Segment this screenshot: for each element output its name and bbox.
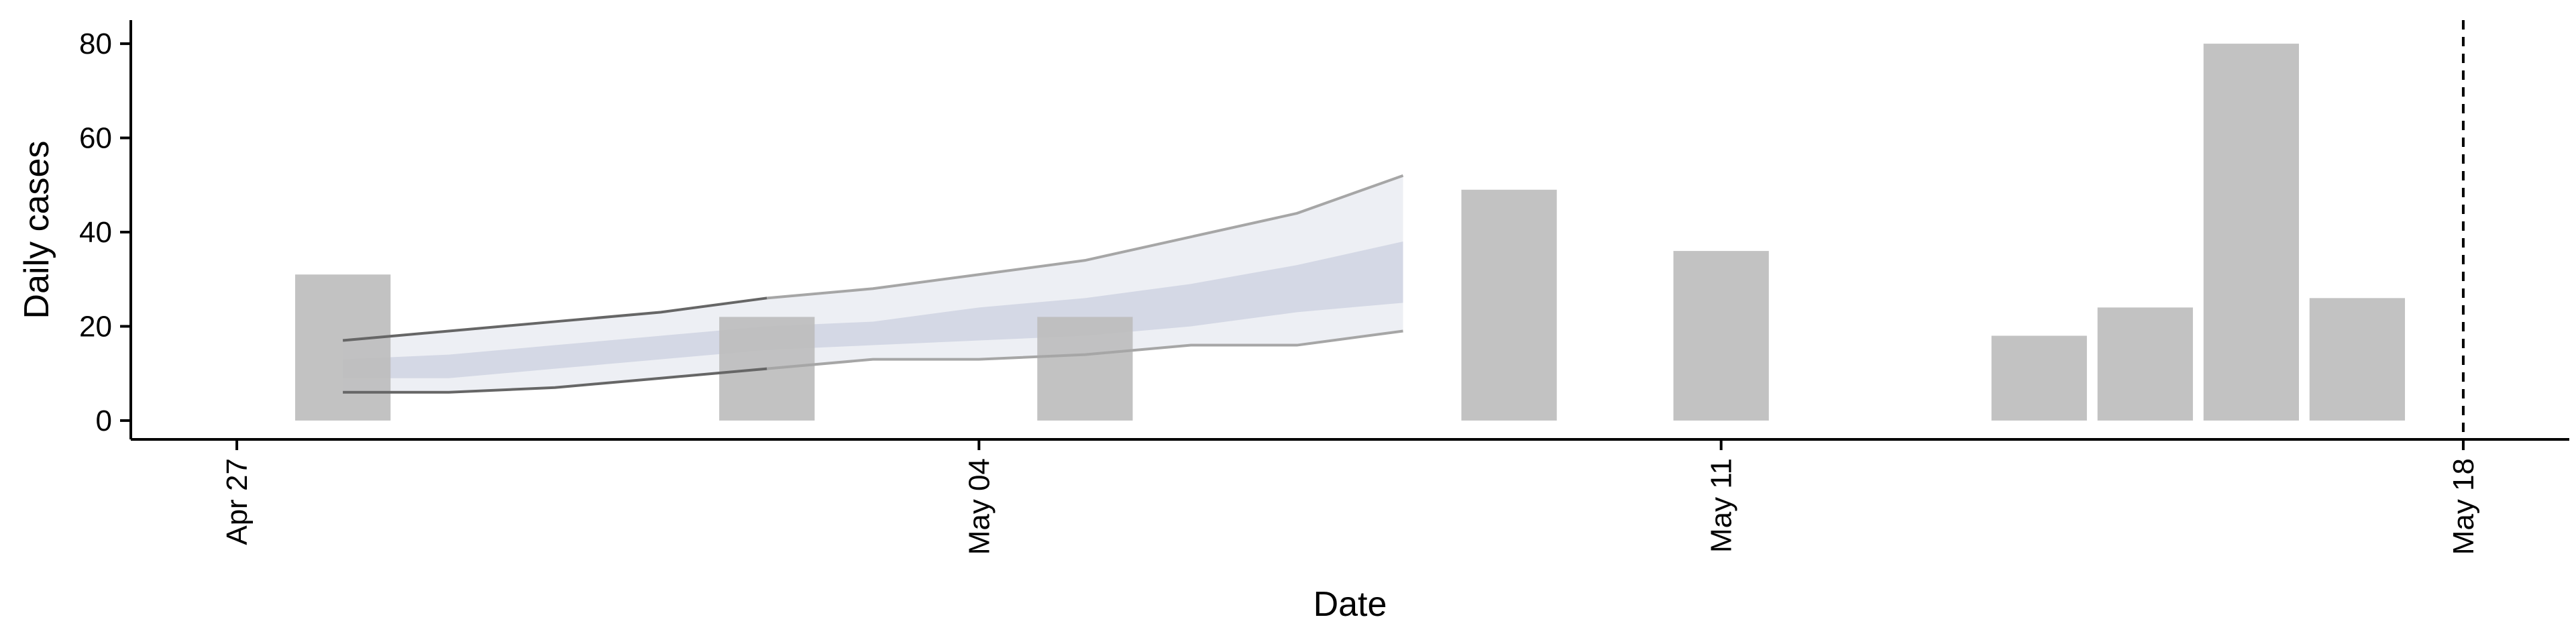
x-tick-label: May 04 (963, 458, 996, 555)
bar-2020-05-11 (1673, 251, 1769, 421)
y-tick-label: 0 (96, 405, 112, 437)
forecast-edges (342, 174, 1404, 394)
upper-edge-early (342, 297, 767, 342)
bar-series (294, 44, 2406, 421)
x-tick-label: May 11 (1705, 458, 1738, 553)
lower-edge-late (767, 329, 1403, 370)
forecast-bands (343, 175, 1403, 392)
bar-2020-04-28 (294, 274, 391, 421)
band-50 (343, 241, 1403, 378)
bar-2020-05-05 (1037, 317, 1133, 421)
x-axis-title: Date (1313, 585, 1387, 624)
bar-2020-05-15 (2097, 307, 2193, 421)
lower-edge-early (343, 367, 767, 394)
bar-2020-05-09 (1461, 189, 1557, 421)
y-tick-label: 40 (79, 216, 112, 249)
x-tick-label: Apr 27 (221, 458, 254, 545)
bar-2020-05-14 (1991, 335, 2087, 421)
y-axis-ticks: 0 20 40 60 80 (79, 28, 131, 437)
bar-2020-05-17 (2309, 298, 2406, 421)
x-tick-label: May 18 (2447, 458, 2480, 555)
y-tick-label: 60 (79, 122, 112, 155)
band-90 (343, 175, 1403, 392)
y-axis-title: Daily cases (17, 141, 56, 319)
x-axis-ticks: Apr 27 May 04 May 11 May 18 (221, 439, 2480, 555)
y-tick-label: 80 (79, 28, 112, 60)
bar-2020-05-16 (2203, 44, 2299, 421)
y-tick-label: 20 (79, 310, 112, 343)
upper-edge-late (767, 174, 1404, 300)
